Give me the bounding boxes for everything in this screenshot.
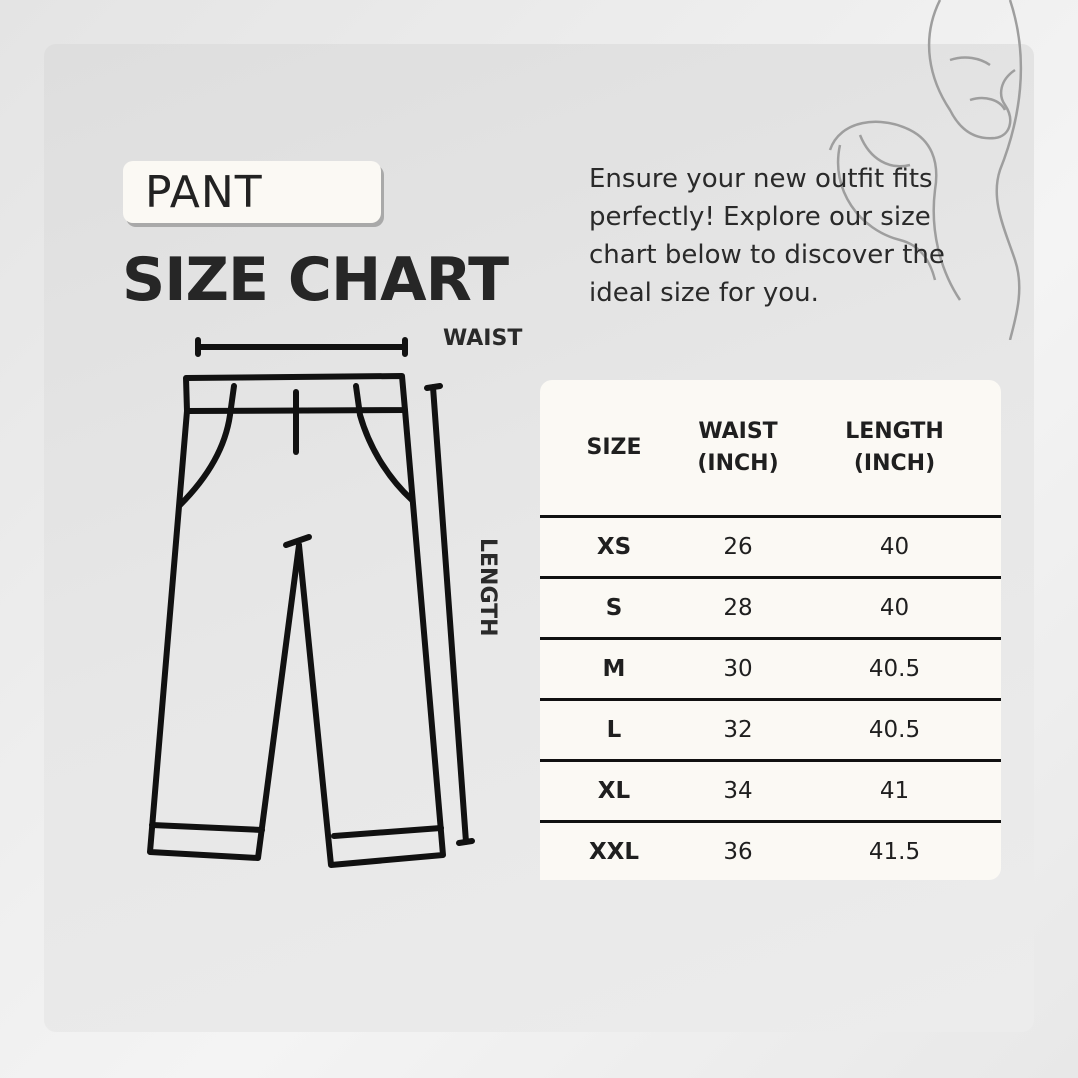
waist-label: WAIST (443, 326, 523, 351)
length-measure-line (424, 383, 475, 846)
face-line-art-icon (828, 0, 1023, 340)
table-row: L 32 40.5 (540, 701, 1001, 762)
waist-measure-line (195, 337, 408, 357)
length-cell: 40 (879, 534, 910, 560)
page-title: SIZE CHART (122, 245, 509, 315)
size-cell: XL (597, 778, 631, 804)
length-cell: 41 (879, 778, 910, 804)
waist-cell: 28 (723, 595, 753, 621)
header-text: SIZE (586, 434, 642, 460)
header-length: LENGTH (INCH) (788, 416, 1001, 480)
size-table: SIZE WAIST (INCH) LENGTH (INCH) XS 26 40 S 28 4… (540, 380, 1001, 880)
length-cell: 40.5 (868, 717, 921, 743)
waist-cell: 30 (723, 656, 753, 682)
length-label: LENGTH (475, 538, 500, 637)
length-cell: 41.5 (868, 839, 921, 865)
header-unit: (INCH) (853, 450, 936, 476)
length-cell: 40.5 (868, 656, 921, 682)
header-waist: WAIST (INCH) (688, 416, 788, 480)
header-size: SIZE (540, 432, 688, 464)
table-row: XXL 36 41.5 (540, 823, 1001, 881)
size-cell: S (605, 595, 623, 621)
waist-cell: 26 (723, 534, 753, 560)
table-row: XS 26 40 (540, 518, 1001, 579)
table-row: S 28 40 (540, 579, 1001, 640)
size-cell: XS (596, 534, 632, 560)
intro-text: Ensure your new outfit fits perfectly! E… (589, 164, 945, 308)
table-row: XL 34 41 (540, 762, 1001, 823)
waist-cell: 34 (723, 778, 753, 804)
header-text: LENGTH (845, 418, 944, 444)
length-cell: 40 (879, 595, 910, 621)
header-text: WAIST (698, 418, 778, 444)
table-row: M 30 40.5 (540, 640, 1001, 701)
size-cell: M (602, 656, 626, 682)
waist-cell: 32 (723, 717, 753, 743)
badge-text: PANT (145, 167, 263, 218)
size-cell: XXL (588, 839, 640, 865)
size-cell: L (606, 717, 622, 743)
table-header-row: SIZE WAIST (INCH) LENGTH (INCH) (540, 380, 1001, 518)
badge-pant: PANT (123, 161, 381, 223)
header-unit: (INCH) (697, 450, 779, 476)
pants-outline-icon (147, 337, 475, 868)
waist-cell: 36 (723, 839, 753, 865)
